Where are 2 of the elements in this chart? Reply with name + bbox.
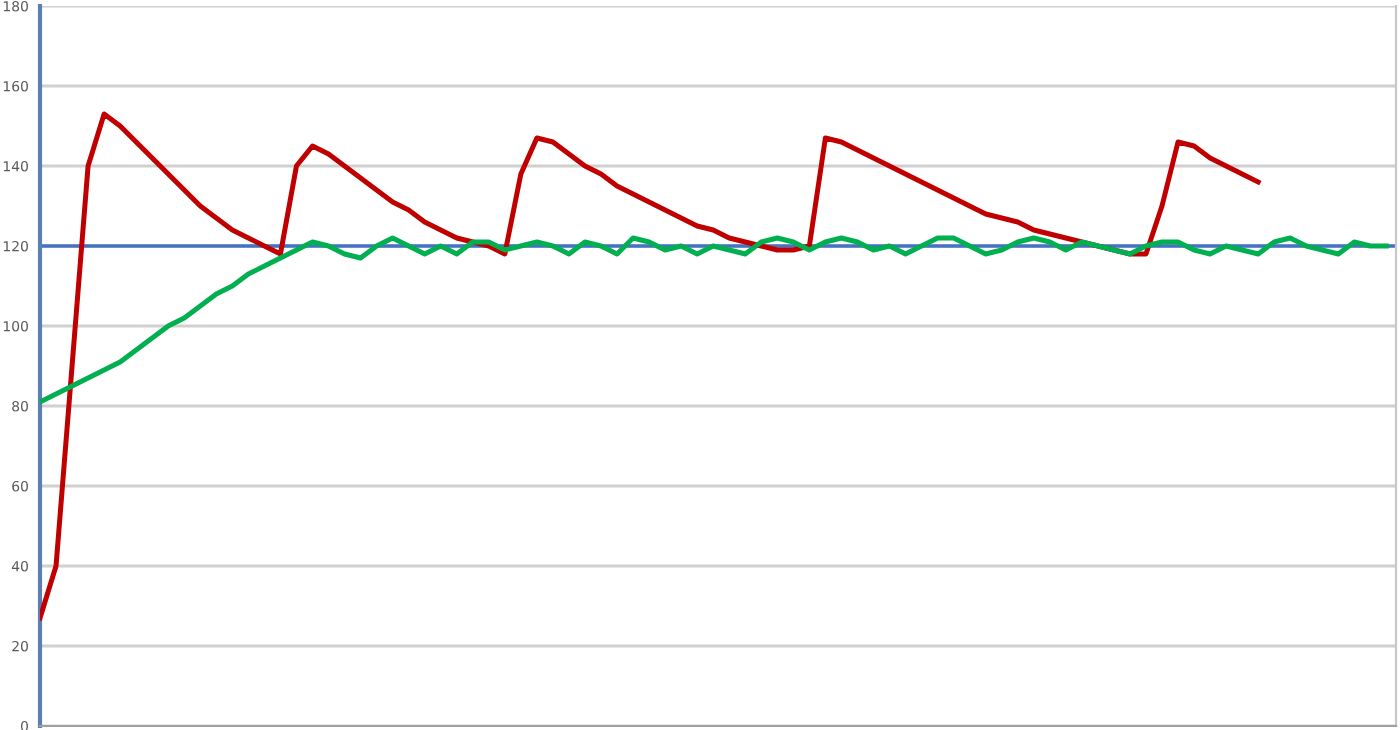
line-series — [40, 111, 1261, 621]
line-series — [40, 235, 1389, 405]
